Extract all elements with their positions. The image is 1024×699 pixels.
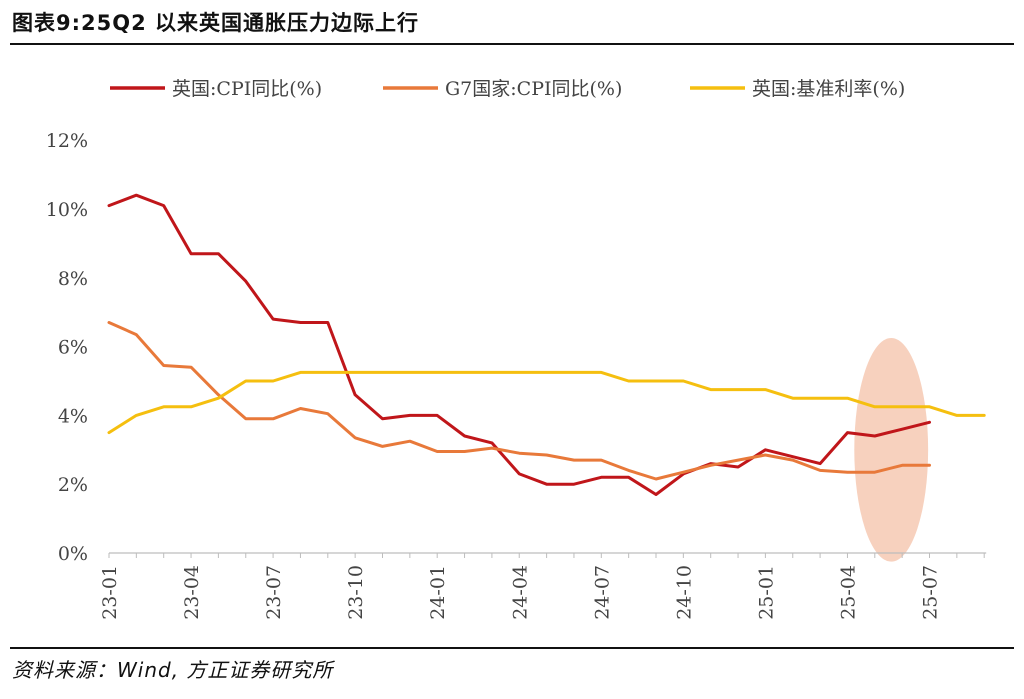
page-title: 图表9:25Q2 以来英国通胀压力边际上行: [12, 11, 420, 35]
highlight-layer: [854, 338, 929, 562]
x-tick-label: 24-04: [509, 565, 531, 620]
y-tick-label: 2%: [58, 474, 88, 496]
y-tick-label: 6%: [58, 337, 88, 359]
x-tick-label: 23-07: [263, 565, 285, 620]
highlight-ellipse: [854, 338, 929, 562]
legend: 英国:CPI同比(%) G7国家:CPI同比(%) 英国:基准利率(%): [110, 78, 905, 100]
legend-label-3: 英国:基准利率(%): [752, 78, 905, 100]
x-tick-label: 24-01: [427, 565, 449, 620]
x-tick-label: 25-07: [920, 565, 942, 620]
x-tick-label: 23-04: [181, 565, 203, 620]
y-tick-label: 4%: [58, 405, 88, 427]
y-tick-label: 0%: [58, 543, 88, 565]
title-divider: [10, 43, 1014, 45]
x-tick-label: 25-01: [755, 565, 777, 620]
x-tick-label: 24-10: [673, 565, 695, 620]
x-tick-label: 24-07: [591, 565, 613, 620]
series-line-2: [107, 321, 931, 481]
y-tick-label: 10%: [46, 199, 88, 221]
series-line-1: [107, 193, 931, 496]
y-tick-label: 12%: [46, 130, 88, 152]
y-tick-label: 8%: [58, 268, 88, 290]
x-tick-label: 25-04: [837, 565, 859, 620]
series-layer: [107, 193, 986, 496]
footer-divider: [10, 647, 1014, 649]
x-tick-label: 23-01: [99, 565, 121, 620]
legend-label-1: 英国:CPI同比(%): [172, 78, 322, 100]
axis-layer: 0% 2% 4% 6% 8% 10% 12% 23-01 23-04 23-07 23-10 24-0…: [46, 130, 987, 620]
x-tick-label: 23-10: [345, 565, 367, 620]
source-note: 资料来源：Wind, 方正证券研究所: [12, 658, 334, 682]
series-line-3: [107, 370, 986, 435]
line-chart: 0% 2% 4% 6% 8% 10% 12% 23-01 23-04 23-07 23-10 24-0…: [46, 78, 987, 620]
legend-label-2: G7国家:CPI同比(%): [445, 78, 622, 100]
